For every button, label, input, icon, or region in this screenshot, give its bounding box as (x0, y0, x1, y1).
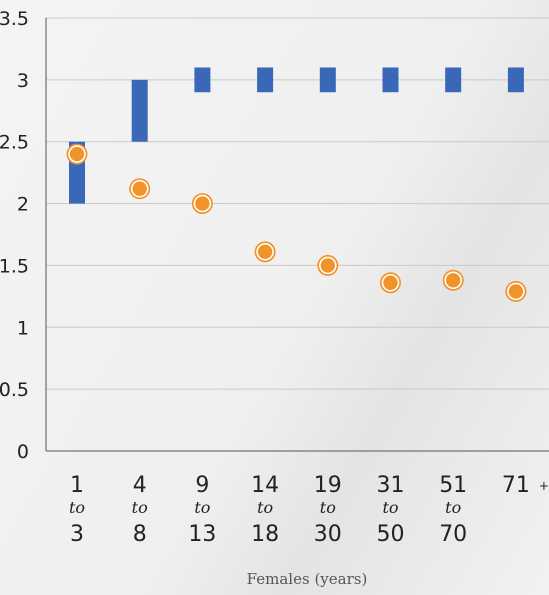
data-point (129, 178, 151, 200)
data-point-ring (507, 282, 525, 301)
x-tick-to: to (132, 498, 148, 517)
x-tick-top: 51 (439, 473, 467, 498)
data-point-ring (193, 194, 212, 213)
data-point (191, 193, 213, 215)
x-tick-bottom: 70 (439, 522, 467, 547)
x-tick-top: 31 (377, 473, 405, 498)
y-tick-label: 0.5 (0, 379, 29, 401)
x-tick-top: 19 (314, 473, 342, 498)
x-tick-to: to (257, 498, 273, 517)
data-points (66, 143, 527, 302)
x-tick-to: to (445, 498, 461, 517)
y-tick-label: 3 (17, 70, 29, 92)
data-point-ring (256, 243, 274, 261)
data-point-ring (318, 256, 337, 275)
data-point (254, 241, 276, 263)
range-bar (507, 67, 524, 93)
x-tick-top: 9 (195, 473, 209, 498)
range-bar (445, 67, 462, 93)
data-point (442, 269, 464, 291)
x-tick-to: to (194, 498, 210, 517)
x-tick-suffix: + (539, 479, 549, 493)
x-tick-bottom: 13 (188, 522, 216, 547)
x-tick-top: 14 (251, 473, 279, 498)
y-tick-label: 1.5 (0, 255, 29, 277)
data-point (505, 280, 527, 302)
range-bar (194, 67, 211, 93)
x-tick-bottom: 30 (314, 522, 342, 547)
x-tick-bottom: 18 (251, 522, 279, 547)
y-tick-label: 2 (17, 194, 29, 216)
x-tick-label: 4to 8 (132, 473, 148, 547)
x-tick-label: 1to 3 (69, 473, 85, 547)
x-tick-bottom: 3 (70, 522, 84, 547)
x-tick-to: to (382, 498, 398, 517)
x-tick-top: 1 (70, 473, 84, 498)
range-bar (257, 67, 274, 93)
y-tick-label: 0 (17, 441, 29, 463)
range-bar (382, 67, 399, 93)
data-point-ring (381, 273, 400, 292)
data-point (380, 272, 401, 294)
data-point-ring (444, 271, 463, 290)
y-tick-label: 3.5 (0, 8, 29, 30)
data-point-ring (130, 179, 149, 198)
x-tick-label: 9to 13 (188, 473, 216, 547)
x-tick-top: 4 (133, 473, 147, 498)
range-bar (131, 79, 148, 142)
y-tick-label: 1 (17, 317, 29, 339)
data-point (66, 143, 88, 165)
y-axis-ticks: 0 0.5 1 1.5 2 2.5 3 3.5 (0, 8, 29, 463)
x-tick-bottom: 50 (377, 522, 405, 547)
data-point-ring (68, 145, 86, 163)
range-bar (319, 67, 336, 93)
x-tick-top: 71 (502, 473, 530, 498)
gridlines (45, 17, 549, 452)
y-tick-label: 2.5 (0, 132, 29, 154)
data-point (317, 254, 339, 276)
x-axis-label: Females (years) (247, 570, 368, 588)
x-tick-to: to (69, 498, 85, 517)
x-tick-bottom: 8 (133, 522, 147, 547)
x-tick-to: to (320, 498, 336, 517)
x-tick-label: 71 + (502, 473, 549, 498)
